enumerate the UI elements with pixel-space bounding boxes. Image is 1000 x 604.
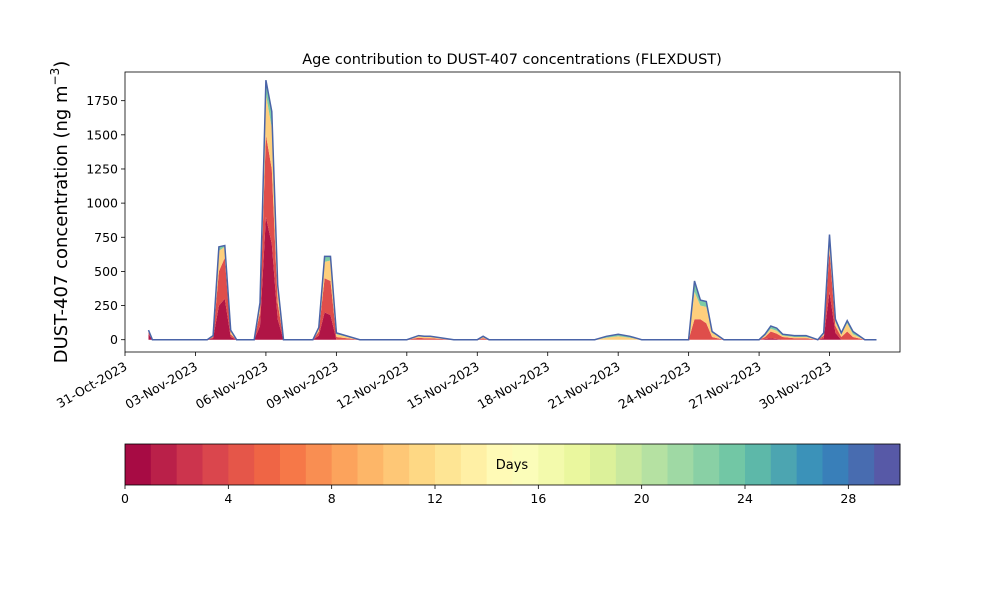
y-axis-label-close: ): [51, 61, 72, 68]
colorbar-cell: [564, 444, 591, 485]
colorbar-cell: [615, 444, 643, 485]
colorbar-cell: [745, 444, 772, 485]
total-concentration-line: [147, 80, 877, 341]
colorbar-cell: [719, 444, 746, 485]
x-tick-label: 12-Nov-2023: [334, 359, 411, 412]
y-tick-label: 1500: [86, 127, 118, 142]
colorbar-cell: [280, 444, 307, 485]
colorbar-cell: [150, 444, 178, 485]
colorbar-cell: [125, 444, 152, 485]
colorbar-cells: [125, 444, 901, 485]
colorbar-cell: [770, 444, 798, 485]
plot-background: [125, 72, 900, 352]
colorbar-cell: [228, 444, 255, 485]
colorbar-ticks: 0 4 8 12 16 20 24 28: [121, 485, 856, 506]
colorbar-cell: [357, 444, 384, 485]
colorbar-cell: [305, 444, 333, 485]
colorbar-cell: [822, 444, 849, 485]
colorbar-tick-label: 16: [530, 491, 546, 506]
x-tick-label: 15-Nov-2023: [404, 359, 481, 412]
colorbar-cell: [512, 444, 539, 485]
colorbar-cell: [590, 444, 617, 485]
colorbar-cell: [202, 444, 229, 485]
plot-frame: [124, 71, 901, 353]
colorbar-cell: [848, 444, 875, 485]
x-tick-label: 21-Nov-2023: [545, 359, 622, 412]
x-tick-label: 31-Oct-2023: [54, 359, 130, 411]
age-area-0-2-days: [148, 216, 877, 340]
x-tick-label: 18-Nov-2023: [475, 359, 552, 412]
y-tick-label: 750: [94, 230, 118, 245]
colorbar-cell: [254, 444, 281, 485]
colorbar-cell: [331, 444, 358, 485]
y-tick-label: 1000: [86, 196, 118, 211]
colorbar-cell: [460, 444, 488, 485]
colorbar-cell: [641, 444, 668, 485]
colorbar-cell: [874, 444, 901, 485]
colorbar-cell: [796, 444, 823, 485]
colorbar-cell: [176, 444, 203, 485]
colorbar-tick-label: 0: [121, 491, 129, 506]
y-tick-label: 0: [110, 332, 118, 347]
colorbar-cell: [538, 444, 565, 485]
colorbar-cell: [693, 444, 720, 485]
colorbar-tick-label: 28: [840, 491, 856, 506]
x-tick-label: 06-Nov-2023: [193, 359, 270, 412]
x-tick-label: 09-Nov-2023: [263, 359, 340, 412]
y-axis-label-superscript: −3: [48, 68, 62, 86]
colorbar-tick-label: 20: [634, 491, 650, 506]
y-tick-label: 500: [94, 264, 118, 279]
age-area-2-6-days: [148, 134, 877, 340]
colorbar-cell: [435, 444, 462, 485]
y-tick-label: 1750: [86, 93, 118, 108]
colorbar-tick-label: 4: [224, 491, 232, 506]
colorbar-tick-label: 24: [737, 491, 753, 506]
y-tick-label: 1250: [86, 161, 118, 176]
x-axis-ticks: 31-Oct-202303-Nov-202306-Nov-202309-Nov-…: [54, 352, 834, 412]
colorbar-frame: [124, 443, 901, 486]
x-tick-label: 24-Nov-2023: [616, 359, 693, 412]
colorbar-cell: [486, 444, 513, 485]
main-plot: 0 250 500 750 1000 1250 1500 1750 31-Oct-202303…: [48, 52, 901, 412]
y-axis-label-text: DUST-407 concentration (ng m: [51, 85, 72, 363]
chart-title: Age contribution to DUST-407 concentrati…: [302, 52, 722, 68]
colorbar-label: Days: [496, 458, 529, 473]
x-tick-label: 27-Nov-2023: [686, 359, 763, 412]
y-tick-label: 250: [94, 298, 118, 313]
y-axis-ticks: 0 250 500 750 1000 1250 1500 1750: [86, 93, 125, 347]
stacked-areas: [148, 80, 877, 340]
colorbar-tick-label: 12: [427, 491, 443, 506]
y-axis-label: DUST-407 concentration (ng m−3): [48, 61, 72, 364]
colorbar-tick-label: 8: [328, 491, 336, 506]
colorbar-cell: [667, 444, 694, 485]
age-area-6-16-days: [148, 93, 877, 340]
x-tick-label: 03-Nov-2023: [123, 359, 200, 412]
colorbar-cell: [383, 444, 410, 485]
x-tick-label: 30-Nov-2023: [757, 359, 834, 412]
colorbar-cell: [409, 444, 436, 485]
colorbar: Days 0 4 8 12 16 20 24 28: [121, 443, 901, 506]
